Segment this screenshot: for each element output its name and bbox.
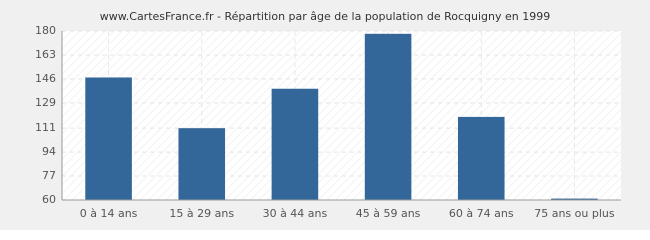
bar: [271, 88, 319, 200]
y-tick-label: 129: [35, 96, 56, 109]
bar: [457, 116, 505, 200]
bar: [551, 198, 598, 200]
bar: [178, 128, 226, 200]
bar: [85, 77, 132, 200]
x-tick-label: 0 à 14 ans: [80, 207, 138, 220]
x-tick-label: 75 ans ou plus: [534, 207, 615, 220]
x-tick-label: 15 à 29 ans: [169, 207, 234, 220]
y-tick-label: 146: [35, 72, 56, 85]
x-tick-label: 45 à 59 ans: [356, 207, 421, 220]
y-tick-label: 94: [42, 145, 56, 158]
bar: [364, 33, 412, 200]
chart: www.CartesFrance.fr - Répartition par âg…: [0, 0, 650, 230]
x-tick-label: 30 à 44 ans: [263, 207, 328, 220]
y-tick-label: 111: [35, 121, 56, 134]
x-tick-label: 60 à 74 ans: [449, 207, 514, 220]
y-tick-label: 77: [42, 169, 56, 182]
y-tick-label: 60: [42, 193, 56, 206]
y-tick-label: 180: [35, 24, 56, 37]
y-tick-label: 163: [35, 48, 56, 61]
chart-title: www.CartesFrance.fr - Répartition par âg…: [100, 10, 550, 23]
plot-area: [62, 31, 621, 200]
